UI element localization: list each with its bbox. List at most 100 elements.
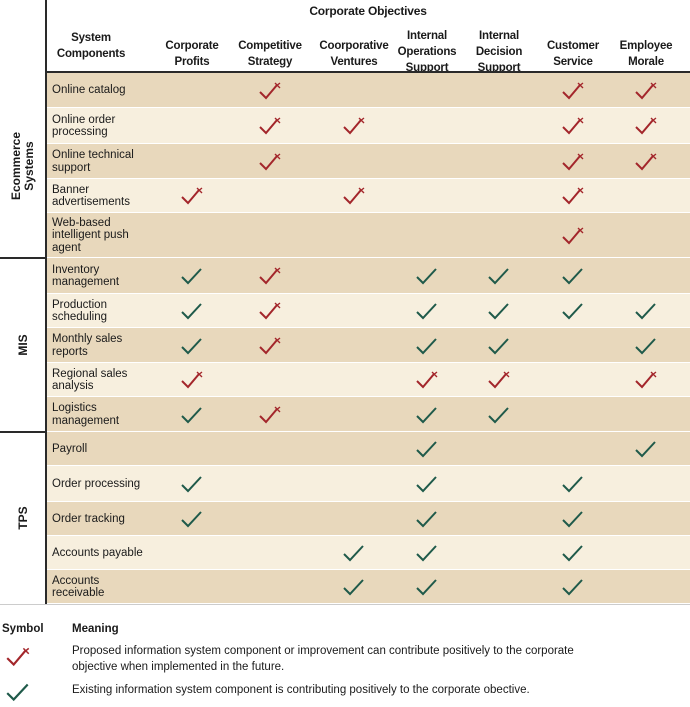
legend-existing-check-icon (6, 683, 29, 702)
existing-contribution-check-icon (181, 511, 202, 528)
row-label: Online catalog (52, 84, 126, 97)
existing-contribution-check-icon (181, 337, 202, 354)
existing-contribution-check-icon (416, 406, 437, 423)
table-row (46, 73, 690, 108)
existing-contribution-check-icon (181, 303, 202, 320)
legend-symbol-header: Symbol (2, 623, 44, 635)
existing-contribution-check-icon (343, 579, 364, 596)
future-contribution-check-icon (562, 81, 584, 99)
row-label: Regional sales analysis (52, 367, 128, 393)
existing-contribution-check-icon (416, 579, 437, 596)
existing-contribution-check-icon (181, 268, 202, 285)
table-row (46, 363, 690, 397)
existing-contribution-check-icon (488, 303, 509, 320)
existing-contribution-check-icon (562, 579, 583, 596)
row-label: Order processing (52, 477, 141, 490)
existing-contribution-check-icon (562, 268, 583, 285)
system-group-label: MIS (15, 334, 30, 356)
left-divider (45, 0, 47, 604)
future-contribution-check-icon (635, 117, 657, 135)
row-label: Accounts receivable (52, 574, 105, 600)
table-row (46, 466, 690, 502)
legend-future-check-icon (6, 647, 30, 667)
existing-contribution-check-icon (416, 268, 437, 285)
legend-future-text: Proposed information system component or… (72, 645, 574, 673)
future-contribution-check-icon (562, 226, 584, 244)
future-contribution-check-icon (635, 152, 657, 170)
future-contribution-check-icon (259, 302, 281, 320)
existing-contribution-check-icon (181, 476, 202, 493)
existing-contribution-check-icon (562, 545, 583, 562)
table-row (46, 179, 690, 213)
future-contribution-check-icon (488, 371, 510, 389)
existing-contribution-check-icon (488, 406, 509, 423)
row-label: Online technical support (52, 149, 134, 174)
row-label: Online order processing (52, 113, 116, 139)
existing-contribution-check-icon (488, 268, 509, 285)
existing-contribution-check-icon (416, 476, 437, 493)
corporate-objectives-title: Corporate Objectives (309, 4, 427, 18)
row-label: Monthly sales reports (52, 333, 123, 358)
future-contribution-check-icon (259, 267, 281, 285)
row-label: Order tracking (52, 512, 125, 525)
header-divider (45, 71, 690, 73)
row-label: Logistics management (52, 402, 120, 427)
objective-header: Competitive Strategy (238, 40, 302, 68)
table-row (46, 294, 690, 328)
future-contribution-check-icon (562, 117, 584, 135)
system-group-label: TPS (15, 506, 30, 530)
existing-contribution-check-icon (635, 303, 656, 320)
row-label: Payroll (52, 442, 88, 455)
existing-contribution-check-icon (343, 545, 364, 562)
future-contribution-check-icon (635, 81, 657, 99)
existing-contribution-check-icon (562, 511, 583, 528)
objective-header: Coorporative Ventures (319, 40, 389, 68)
row-label: Production scheduling (52, 298, 107, 324)
future-contribution-check-icon (562, 187, 584, 205)
existing-contribution-check-icon (635, 337, 656, 354)
row-label: Inventory management (52, 263, 120, 289)
objective-header: Employee Morale (619, 40, 673, 68)
existing-contribution-check-icon (416, 303, 437, 320)
future-contribution-check-icon (416, 371, 438, 389)
existing-contribution-check-icon (416, 511, 437, 528)
future-contribution-check-icon (343, 117, 365, 135)
table-row (46, 432, 690, 466)
table-row (46, 328, 690, 363)
future-contribution-check-icon (343, 187, 365, 205)
system-components-header: System Components (56, 32, 126, 60)
legend-meaning-header: Meaning (72, 623, 119, 635)
existing-contribution-check-icon (562, 476, 583, 493)
table-row (46, 144, 690, 179)
existing-contribution-check-icon (488, 337, 509, 354)
row-label: Accounts payable (52, 546, 143, 559)
row-label: Banner advertisements (52, 183, 130, 209)
future-contribution-check-icon (259, 81, 281, 99)
future-contribution-check-icon (259, 152, 281, 170)
existing-contribution-check-icon (181, 406, 202, 423)
future-contribution-check-icon (181, 371, 203, 389)
objective-header: Customer Service (546, 40, 600, 68)
existing-contribution-check-icon (416, 545, 437, 562)
table-row (46, 570, 690, 604)
table-row (46, 213, 690, 258)
future-contribution-check-icon (562, 152, 584, 170)
future-contribution-check-icon (181, 187, 203, 205)
future-contribution-check-icon (259, 117, 281, 135)
table-row (46, 108, 690, 144)
table-row (46, 536, 690, 570)
future-contribution-check-icon (259, 405, 281, 423)
legend-existing-text: Existing information system component is… (72, 684, 530, 696)
existing-contribution-check-icon (416, 337, 437, 354)
existing-contribution-check-icon (562, 303, 583, 320)
table-row (46, 502, 690, 536)
table-row (46, 258, 690, 294)
row-label: Web-based intelligent push agent (52, 216, 129, 254)
existing-contribution-check-icon (416, 441, 437, 458)
table-row (46, 397, 690, 432)
system-group-label: Ecommerce Systems (9, 131, 36, 200)
future-contribution-check-icon (635, 371, 657, 389)
objective-header: Corporate Profits (165, 40, 219, 68)
future-contribution-check-icon (259, 336, 281, 354)
existing-contribution-check-icon (635, 441, 656, 458)
